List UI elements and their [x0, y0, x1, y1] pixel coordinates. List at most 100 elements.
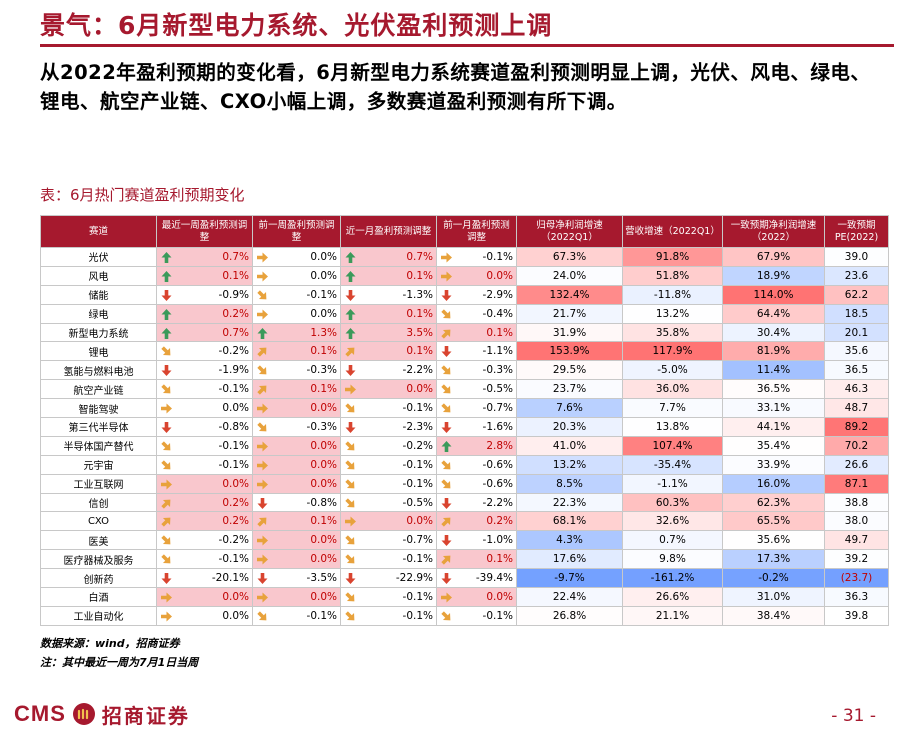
growth-value-cell: 107.4% [622, 435, 723, 456]
sector-name: CXO [40, 511, 157, 532]
arrow-up-right-icon [256, 345, 269, 358]
table-row: 医美 -0.2% 0.0% -0.7% -1.0% 4.3% 0.7% 35.6% 49.7 [40, 530, 889, 551]
adjustment-value: -22.9% [395, 572, 433, 585]
forecast-adjustment-cell: -3.5% [252, 568, 341, 589]
adjustment-value: -0.2% [402, 439, 433, 452]
arrow-down-right-icon [344, 610, 357, 623]
arrow-up-right-icon [440, 553, 453, 566]
adjustment-value: 1.3% [310, 326, 337, 339]
adjustment-value: 0.0% [310, 590, 337, 603]
adjustment-value: 0.0% [222, 609, 249, 622]
growth-value-cell: -161.2% [622, 568, 723, 589]
adjustment-value: 0.0% [406, 515, 433, 528]
adjustment-value: 0.1% [406, 307, 433, 320]
adjustment-value: -2.9% [482, 288, 513, 301]
adjustment-value: 0.0% [222, 590, 249, 603]
header-cell: 营收增速（2022Q1） [622, 215, 723, 248]
arrow-down-right-icon [440, 383, 453, 396]
growth-value-cell: 11.4% [722, 360, 825, 381]
arrow-down-right-icon [160, 440, 173, 453]
arrow-flat-icon [256, 534, 269, 547]
adjustment-value: 0.0% [486, 269, 513, 282]
growth-value-cell: 13.8% [622, 417, 723, 437]
growth-value-cell: 17.3% [722, 549, 825, 570]
adjustment-value: -1.9% [218, 364, 249, 377]
forecast-adjustment-cell: -0.8% [156, 417, 253, 437]
sector-name: 风电 [40, 265, 157, 286]
forecast-adjustment-cell: 0.0% [436, 587, 517, 607]
arrow-down-icon [344, 289, 357, 302]
growth-value-cell: -1.1% [622, 473, 723, 494]
adjustment-value: 0.1% [310, 383, 337, 396]
arrow-up-icon [440, 440, 453, 453]
growth-value-cell: 17.6% [516, 549, 623, 570]
forecast-adjustment-cell: 0.2% [436, 511, 517, 532]
adjustment-value: -0.6% [482, 458, 513, 471]
arrow-down-right-icon [256, 421, 269, 434]
sector-name: 创新药 [40, 568, 157, 589]
forecast-adjustment-cell: -1.9% [156, 360, 253, 381]
growth-value-cell: 13.2% [622, 303, 723, 324]
forecast-adjustment-cell: 0.1% [340, 341, 437, 362]
adjustment-value: 0.0% [310, 534, 337, 547]
adjustment-value: -20.1% [211, 572, 249, 585]
forecast-adjustment-cell: 0.1% [252, 341, 341, 362]
page-title: 景气：6月新型电力系统、光伏盈利预测上调 [40, 11, 553, 40]
growth-value-cell: 68.1% [516, 511, 623, 532]
growth-value-cell: 35.6 [824, 341, 889, 362]
table-row: 创新药 -20.1% -3.5% -22.9% -39.4% -9.7% -161.2% -0… [40, 568, 889, 589]
adjustment-value: -0.1% [402, 609, 433, 622]
forecast-adjustment-cell: -0.4% [436, 303, 517, 324]
header-cell: 一致预期净利润增速（2022） [722, 215, 825, 248]
table-row: 元宇宙 -0.1% 0.0% -0.1% -0.6% 13.2% -35.4% 33.9% 26… [40, 454, 889, 475]
forecast-adjustment-cell: 0.1% [340, 265, 437, 286]
growth-value-cell: 22.4% [516, 587, 623, 607]
growth-value-cell: 26.8% [516, 605, 623, 626]
table-row: 信创 0.2% -0.8% -0.5% -2.2% 22.3% 60.3% 62.3% 38.8 [40, 492, 889, 513]
forecast-adjustment-cell: 0.2% [156, 511, 253, 532]
growth-value-cell: 9.8% [622, 549, 723, 570]
forecast-adjustment-cell: 0.0% [252, 530, 341, 551]
forecast-adjustment-cell: 0.7% [340, 247, 437, 267]
arrow-down-right-icon [440, 402, 453, 415]
adjustment-value: -0.1% [218, 439, 249, 452]
table-row: 新型电力系统 0.7% 1.3% 3.5% 0.1% 31.9% 35.8% 30.4% 20.… [40, 322, 889, 343]
adjustment-value: 0.1% [406, 345, 433, 358]
forecast-adjustment-cell: -0.5% [340, 492, 437, 513]
arrow-up-icon [344, 270, 357, 283]
arrow-down-right-icon [160, 553, 173, 566]
arrow-down-right-icon [440, 308, 453, 321]
adjustment-value: -0.3% [306, 364, 337, 377]
forecast-adjustment-cell: -0.7% [436, 398, 517, 419]
forecast-adjustment-cell: -2.3% [340, 417, 437, 437]
arrow-flat-icon [160, 610, 173, 623]
arrow-up-icon [344, 327, 357, 340]
growth-value-cell: 26.6% [622, 587, 723, 607]
table-row: CXO 0.2% 0.1% 0.0% 0.2% 68.1% 32.6% 65.5% 38.0 [40, 511, 889, 532]
arrow-down-icon [440, 345, 453, 358]
forecast-adjustment-cell: -2.9% [436, 284, 517, 305]
logo-emblem-icon [72, 703, 95, 725]
forecast-adjustment-cell: -0.2% [156, 530, 253, 551]
growth-value-cell: 33.1% [722, 398, 825, 419]
adjustment-value: -0.7% [482, 402, 513, 415]
adjustment-value: 0.7% [222, 250, 249, 263]
header-cell: 最近一周盈利预测调整 [156, 215, 253, 248]
adjustment-value: -0.1% [218, 383, 249, 396]
adjustment-value: 0.0% [310, 553, 337, 566]
arrow-flat-icon [344, 515, 357, 528]
adjustment-value: -2.2% [402, 364, 433, 377]
adjustment-value: -3.5% [306, 572, 337, 585]
growth-value-cell: 46.3 [824, 379, 889, 400]
growth-value-cell: 31.9% [516, 322, 623, 343]
forecast-adjustment-cell: 0.1% [156, 265, 253, 286]
arrow-up-right-icon [160, 497, 173, 510]
growth-value-cell: 81.9% [722, 341, 825, 362]
growth-value-cell: 67.3% [516, 247, 623, 267]
arrow-up-icon [344, 251, 357, 264]
sector-name: 医疗器械及服务 [40, 549, 157, 570]
forecast-adjustment-cell: -1.3% [340, 284, 437, 305]
forecast-adjustment-cell: -0.1% [340, 587, 437, 607]
adjustment-value: -0.5% [482, 383, 513, 396]
table-row: 风电 0.1% 0.0% 0.1% 0.0% 24.0% 51.8% 18.9% 23.6 [40, 265, 889, 286]
